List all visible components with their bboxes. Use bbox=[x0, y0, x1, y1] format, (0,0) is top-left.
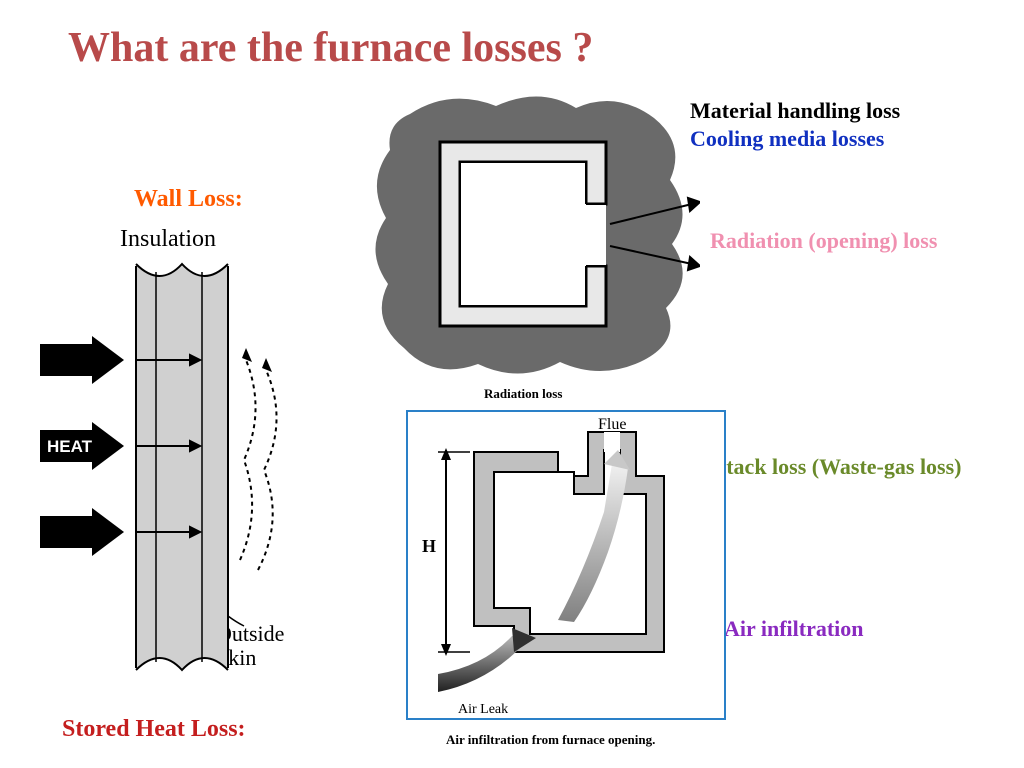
cooling-media-label: Cooling media losses bbox=[690, 126, 884, 152]
stack-loss-label: Stack loss (Waste-gas loss) bbox=[714, 454, 962, 480]
air-leak-label: Air Leak bbox=[458, 702, 508, 718]
radiation-diagram bbox=[360, 94, 700, 384]
radiation-opening-label: Radiation (opening) loss bbox=[710, 228, 937, 254]
heat-text: HEAT bbox=[47, 437, 93, 456]
air-infiltration-caption: Air infiltration from furnace opening. bbox=[446, 732, 655, 748]
radiation-loss-caption: Radiation loss bbox=[484, 386, 562, 402]
page-title: What are the furnace losses ? bbox=[68, 24, 593, 72]
wall-loss-label: Wall Loss: bbox=[134, 186, 243, 213]
infiltration-diagram bbox=[406, 410, 726, 720]
stored-heat-label: Stored Heat Loss: bbox=[62, 716, 246, 743]
insulation-label: Insulation bbox=[120, 226, 216, 253]
flue-label: Flue bbox=[598, 416, 626, 434]
h-dimension-label: H bbox=[422, 536, 436, 557]
air-infiltration-label: Air infiltration bbox=[724, 616, 864, 642]
wall-loss-diagram: HEAT bbox=[40, 260, 310, 680]
material-handling-label: Material handling loss bbox=[690, 98, 900, 124]
